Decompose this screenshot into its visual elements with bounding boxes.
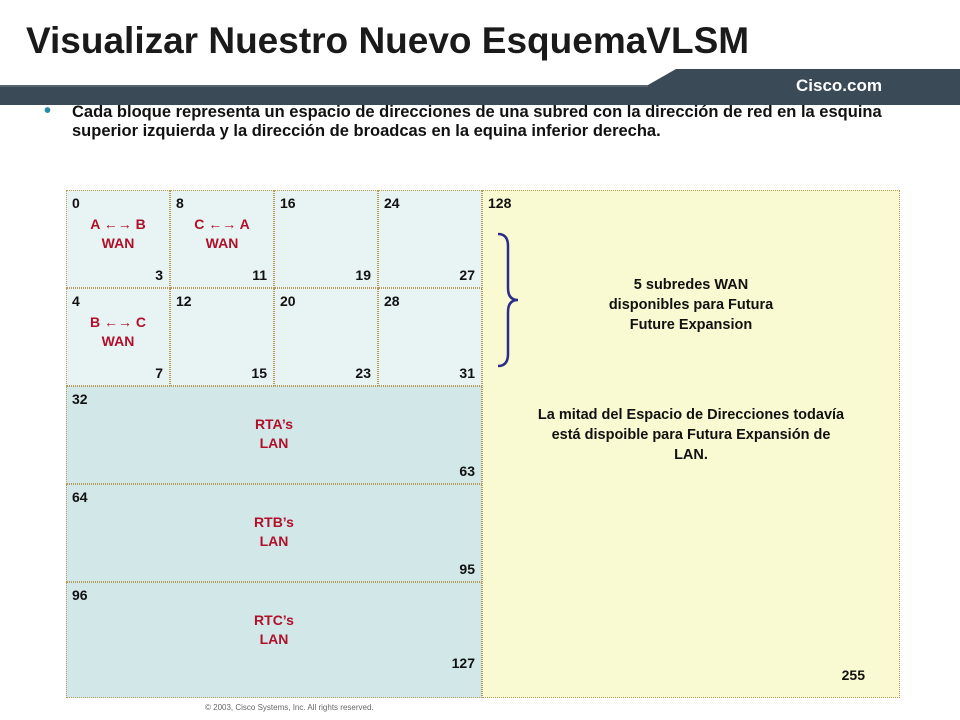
block-start: 64 [72, 489, 88, 505]
slide-title: Visualizar Nuestro Nuevo EsquemaVLSM [26, 20, 750, 61]
block-20-23: 20 23 [274, 288, 378, 386]
block-label: RTA’s LAN [67, 415, 481, 453]
title-bar [0, 69, 960, 105]
block-end: 255 [841, 667, 865, 683]
block-end: 63 [459, 463, 475, 479]
curly-brace-icon [497, 232, 519, 368]
block-24-27: 24 27 [378, 190, 482, 288]
lan-label: LAN [259, 533, 289, 549]
link-label: B ←→ C [90, 314, 146, 330]
block-start: 24 [384, 195, 400, 211]
block-end: 127 [451, 655, 475, 671]
block-end: 15 [251, 365, 267, 381]
router-label: RTB’s [254, 514, 294, 530]
block-start: 16 [280, 195, 296, 211]
block-end: 23 [355, 365, 371, 381]
block-start: 128 [488, 195, 512, 211]
block-end: 3 [155, 267, 163, 283]
block-start: 8 [176, 195, 184, 211]
bullet-icon: • [44, 100, 52, 122]
block-start: 96 [72, 587, 88, 603]
block-16-19: 16 19 [274, 190, 378, 288]
block-end: 27 [459, 267, 475, 283]
router-label: RTA’s [254, 416, 294, 432]
block-label: C ←→ A WAN [171, 215, 273, 253]
wan-label: WAN [205, 235, 239, 251]
note-line: LAN. [674, 447, 708, 463]
block-end: 11 [252, 267, 267, 283]
note-line: La mitad del Espacio de Direcciones toda… [537, 407, 845, 423]
wan-label: WAN [101, 333, 135, 349]
lan-label: LAN [259, 631, 289, 647]
note-line: está dispoible para Futura Expansión de [551, 427, 831, 443]
note-line: disponibles para Futura [608, 297, 774, 313]
bullet-text: Cada bloque representa un espacio de dir… [72, 103, 882, 140]
block-start: 12 [176, 293, 192, 309]
block-28-31: 28 31 [378, 288, 482, 386]
block-end: 7 [155, 365, 163, 381]
block-end: 95 [459, 561, 475, 577]
block-128-255: 128 5 subredes WAN disponibles para Futu… [482, 190, 900, 698]
lan-label: LAN [259, 435, 289, 451]
block-start: 28 [384, 293, 400, 309]
note-line: Future Expansion [629, 317, 753, 333]
wan-label: WAN [101, 235, 135, 251]
block-0-3: 0 A ←→ B WAN 3 [66, 190, 170, 288]
block-8-11: 8 C ←→ A WAN 11 [170, 190, 274, 288]
copyright-footer: © 2003, Cisco Systems, Inc. All rights r… [205, 703, 374, 712]
future-wan-note: 5 subredes WAN disponibles para Futura F… [483, 275, 899, 335]
block-start: 32 [72, 391, 88, 407]
block-label: A ←→ B WAN [67, 215, 169, 253]
cisco-brand: Cisco.com [796, 76, 882, 95]
block-end: 31 [459, 365, 475, 381]
block-label: B ←→ C WAN [67, 313, 169, 351]
block-96-127: 96 RTC’s LAN 127 [66, 582, 482, 698]
block-start: 20 [280, 293, 296, 309]
router-label: RTC’s [254, 612, 294, 628]
future-lan-note: La mitad del Espacio de Direcciones toda… [483, 405, 899, 465]
block-32-63: 32 RTA’s LAN 63 [66, 386, 482, 484]
block-start: 0 [72, 195, 80, 211]
note-line: 5 subredes WAN [633, 277, 749, 293]
block-64-95: 64 RTB’s LAN 95 [66, 484, 482, 582]
link-label: A ←→ B [90, 216, 146, 232]
block-label: RTB’s LAN [67, 513, 481, 551]
block-end: 19 [355, 267, 371, 283]
vlsm-address-grid: 0 A ←→ B WAN 3 8 C ←→ A WAN 11 16 19 24 … [66, 190, 900, 698]
link-label: C ←→ A [194, 216, 250, 232]
block-label: RTC’s LAN [67, 611, 481, 649]
block-start: 4 [72, 293, 80, 309]
block-4-7: 4 B ←→ C WAN 7 [66, 288, 170, 386]
block-12-15: 12 15 [170, 288, 274, 386]
